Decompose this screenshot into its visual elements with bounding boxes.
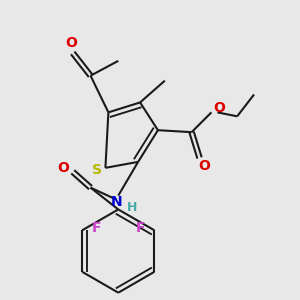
Text: O: O (65, 36, 77, 50)
Text: N: N (110, 194, 122, 208)
Text: F: F (136, 221, 145, 235)
Text: S: S (92, 163, 103, 177)
Text: O: O (199, 159, 210, 173)
Text: O: O (213, 101, 225, 116)
Text: H: H (127, 201, 137, 214)
Text: F: F (92, 221, 101, 235)
Text: O: O (57, 161, 69, 175)
